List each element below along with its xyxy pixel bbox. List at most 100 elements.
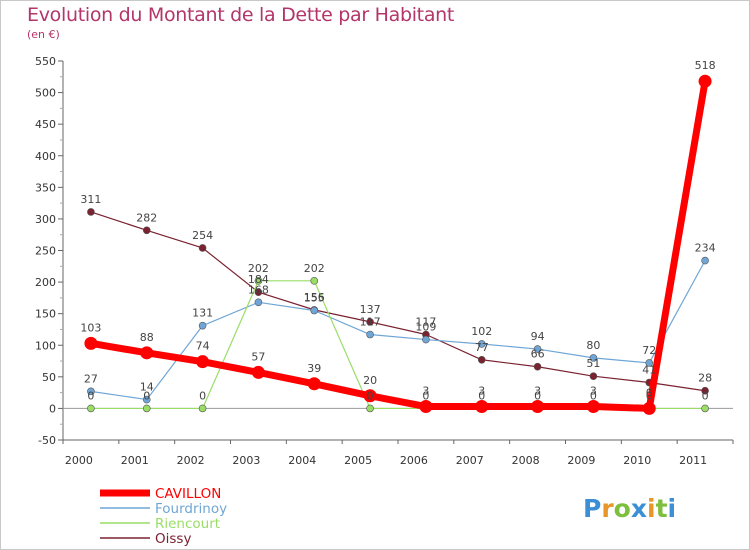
data-label-fourdrinoy: 234 (695, 242, 716, 255)
data-point-oissy (142, 226, 151, 235)
logo-letter: x (631, 494, 647, 523)
proxiti-logo: Proxiti (583, 494, 676, 523)
data-point-oissy (254, 288, 263, 296)
logo-letter: P (583, 494, 601, 523)
data-label-riencourt: 0 (199, 389, 206, 402)
series-line-riencourt (90, 280, 706, 410)
data-label-cavillon: 3 (590, 385, 597, 398)
data-label-cavillon: 3 (534, 385, 541, 398)
data-point-cavillon (698, 74, 712, 88)
data-point-cavillon (642, 401, 656, 415)
data-point-oissy (366, 318, 374, 326)
data-point-oissy (477, 355, 486, 364)
data-point-cavillon (363, 389, 377, 403)
x-tick-label: 2004 (288, 454, 316, 467)
data-label-oissy: 137 (360, 303, 381, 316)
data-label-oissy: 282 (136, 211, 157, 224)
data-label-riencourt: 0 (534, 389, 541, 402)
logo-letter: t (656, 494, 668, 523)
data-point-riencourt (198, 404, 207, 413)
logo-letter: i (647, 494, 656, 523)
data-point-cavillon (475, 400, 489, 414)
y-tick-label: 200 (35, 276, 56, 289)
data-label-oissy: 184 (248, 273, 269, 286)
data-label-fourdrinoy: 94 (531, 330, 545, 343)
data-label-oissy: 41 (642, 364, 656, 377)
chart-title: Evolution du Montant de la Dette par Hab… (27, 4, 455, 26)
data-label-riencourt: 0 (367, 389, 374, 402)
data-point-riencourt (310, 277, 319, 285)
data-label-cavillon: 20 (363, 374, 377, 387)
data-point-fourdrinoy (254, 298, 263, 307)
data-label-riencourt: 0 (87, 389, 94, 402)
data-label-oissy: 77 (475, 341, 489, 354)
data-point-cavillon (531, 400, 545, 414)
data-point-oissy (87, 208, 95, 216)
data-point-fourdrinoy (142, 395, 151, 404)
data-label-cavillon: 88 (140, 331, 154, 344)
data-label-riencourt: 0 (590, 389, 597, 402)
x-tick-label: 2007 (456, 454, 484, 467)
x-tick-label: 2006 (400, 454, 428, 467)
data-label-riencourt: 0 (646, 389, 653, 402)
data-label-cavillon: 39 (307, 362, 321, 375)
data-point-fourdrinoy (589, 354, 598, 362)
x-tick-label: 2005 (344, 454, 372, 467)
data-point-riencourt (366, 404, 374, 413)
data-point-oissy (589, 372, 598, 381)
data-label-fourdrinoy: 109 (415, 321, 436, 334)
data-point-cavillon (251, 365, 265, 379)
data-label-riencourt: 0 (702, 389, 709, 402)
data-point-fourdrinoy (477, 340, 486, 348)
series-line-fourdrinoy (90, 260, 706, 401)
legend-label-fourdrinoy: Fourdrinoy (155, 501, 227, 517)
legend-label-oissy: Oissy (155, 531, 191, 547)
y-tick-label: -50 (38, 434, 56, 447)
data-label-cavillon: 57 (251, 350, 265, 363)
data-point-riencourt (87, 404, 95, 413)
data-label-fourdrinoy: 27 (84, 372, 98, 385)
data-point-cavillon (140, 346, 154, 360)
data-label-oissy: 156 (304, 291, 325, 304)
data-point-cavillon (196, 355, 210, 369)
y-tick-label: 250 (35, 245, 56, 258)
data-label-riencourt: 202 (248, 262, 269, 275)
proxiti-logo-text: Proxiti (583, 494, 676, 523)
data-point-fourdrinoy (366, 330, 374, 339)
data-point-oissy (198, 244, 207, 252)
x-tick-label: 2003 (232, 454, 260, 467)
data-label-riencourt: 202 (304, 262, 325, 275)
data-label-fourdrinoy: 72 (642, 344, 656, 357)
data-label-cavillon: 3 (478, 385, 485, 398)
data-label-cavillon: 0 (646, 386, 653, 399)
data-label-cavillon: 74 (196, 340, 210, 353)
data-label-cavillon: 103 (80, 321, 101, 334)
y-tick-label: 50 (42, 371, 56, 384)
y-tick-label: 550 (35, 55, 56, 68)
data-point-fourdrinoy (645, 359, 654, 367)
data-point-fourdrinoy (533, 345, 542, 353)
logo-letter: o (614, 494, 631, 523)
data-point-oissy (533, 362, 542, 371)
x-tick-label: 2008 (512, 454, 540, 467)
y-tick-label: 300 (35, 213, 56, 226)
series-line-oissy (90, 211, 706, 392)
y-tick-label: 0 (49, 402, 56, 415)
x-tick-label: 2002 (177, 454, 205, 467)
series-layer (84, 74, 712, 415)
x-tick-label: 2001 (121, 454, 149, 467)
data-label-oissy: 51 (586, 357, 600, 370)
data-point-fourdrinoy (310, 306, 319, 315)
data-label-fourdrinoy: 80 (586, 339, 600, 352)
data-label-fourdrinoy: 14 (140, 381, 154, 394)
y-tick-label: 400 (35, 150, 56, 163)
x-tick-label: 2011 (679, 454, 707, 467)
data-point-fourdrinoy (422, 335, 430, 344)
data-label-fourdrinoy: 168 (248, 283, 269, 296)
data-label-fourdrinoy: 131 (192, 307, 213, 320)
legend-label-riencourt: Riencourt (155, 516, 220, 532)
data-label-oissy: 28 (698, 372, 712, 385)
